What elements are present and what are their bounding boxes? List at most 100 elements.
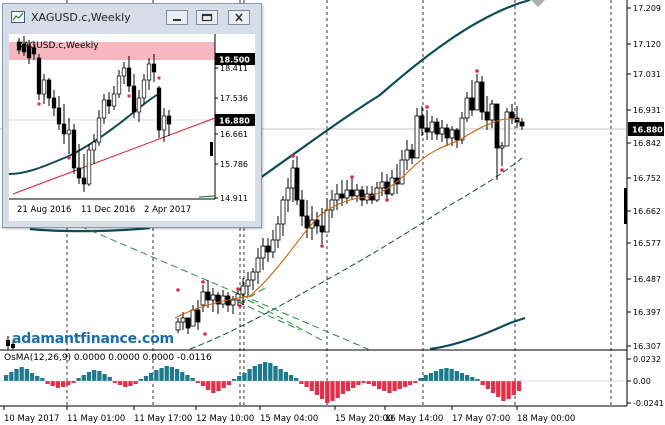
osma-bar <box>325 381 330 403</box>
inset-price-tick-label: 18.411 <box>220 64 248 73</box>
candle-body <box>419 115 425 129</box>
osma-bar <box>169 367 175 381</box>
candle-body <box>404 149 410 161</box>
inset-price-tick-label: 17.536 <box>220 94 248 103</box>
candle-body <box>454 129 460 141</box>
price-tick-label: 17.209 <box>633 4 661 13</box>
osma-bar <box>107 377 112 381</box>
osma-bar <box>180 372 185 381</box>
inset-time-tick-label: 11 Dec 2016 <box>81 205 135 215</box>
osma-bar <box>257 364 263 381</box>
inset-candle-body <box>146 63 152 81</box>
inset-fractal-marker <box>37 102 41 106</box>
osma-bar <box>76 378 81 381</box>
osma-bar <box>102 374 107 381</box>
osma-bar <box>66 381 71 385</box>
osma-bar <box>480 381 485 385</box>
osma-bar <box>449 369 454 381</box>
osma-bar <box>190 378 195 381</box>
chart-shift-marker[interactable] <box>531 0 545 7</box>
inset-candle-body <box>31 47 37 55</box>
inset-candle-body <box>161 115 167 131</box>
minimize-button[interactable] <box>166 10 188 25</box>
osma-bar <box>133 381 138 384</box>
inset-candle-body <box>16 41 22 51</box>
restore-button[interactable] <box>196 10 218 25</box>
osma-bar <box>268 363 273 381</box>
candle-body <box>379 181 385 189</box>
current-price-tag <box>628 122 664 136</box>
candle-body <box>280 199 286 225</box>
osma-bar <box>470 377 475 381</box>
price-tick-label: 17.120 <box>633 40 661 49</box>
osma-bar <box>242 373 247 381</box>
inset-trend-line <box>12 117 216 195</box>
osma-bar <box>19 367 24 381</box>
time-axis-ticks: 10 May 2017 11 May 01:00 11 May 17:00 12 Ma… <box>3 406 575 424</box>
close-icon <box>235 13 243 22</box>
candle-body <box>329 199 335 211</box>
candle-body <box>439 127 445 135</box>
osma-bar <box>490 381 496 393</box>
time-tick-label: 17 May 07:00 <box>452 414 510 424</box>
inset-fractal-marker <box>157 76 161 80</box>
resistance-price-text: 18.500 <box>219 56 250 65</box>
candle-body <box>6 340 10 346</box>
osma-bar <box>439 369 444 381</box>
inset-chart-window[interactable]: XAGUSD.c,Weekly 18.500 <box>2 3 262 228</box>
osma-bar <box>81 375 86 381</box>
inset-chart-label: XAGUSD.c,Weekly <box>17 41 99 51</box>
osma-tick-label: -0.0241 <box>633 399 664 408</box>
candle-body <box>250 271 256 281</box>
osma-bar <box>29 373 35 381</box>
price-tick-label: 16.577 <box>633 239 661 248</box>
candle-body <box>624 188 627 224</box>
candle-body <box>459 117 465 141</box>
candle-body <box>484 111 490 121</box>
osma-bar <box>299 381 304 384</box>
osma-bar <box>195 381 200 383</box>
inset-titlebar[interactable]: XAGUSD.c,Weekly <box>3 4 261 30</box>
candle-body <box>180 317 186 323</box>
osma-bar <box>371 381 377 386</box>
candle-body <box>245 279 251 287</box>
candle-body <box>220 295 226 305</box>
fractal-marker <box>201 280 205 284</box>
inset-candle-body <box>81 177 87 185</box>
inset-price-tick-label: 16.661 <box>220 130 248 139</box>
time-tick-label: 11 May 17:00 <box>134 414 192 424</box>
osma-bar <box>351 381 356 388</box>
candle-body <box>354 189 360 197</box>
fractal-marker <box>320 244 324 248</box>
price-tick-label: 16.842 <box>633 139 661 148</box>
restore-icon <box>201 13 213 22</box>
osma-bar <box>154 370 159 381</box>
fractal-marker <box>500 168 504 172</box>
osma-bar <box>86 372 92 381</box>
osma-bar <box>143 376 149 381</box>
osma-tick-label: 0.00 <box>633 377 651 386</box>
candle-body <box>185 317 191 329</box>
osma-bar <box>200 381 206 386</box>
candle-body <box>479 81 485 113</box>
inset-chart-body[interactable]: 18.500 16.880 18.411 17.536 16.661 15.786 14… <box>8 34 255 221</box>
osma-bar <box>408 381 413 385</box>
candle-body <box>489 103 495 121</box>
candle-body <box>509 111 515 119</box>
fractal-marker <box>475 69 479 73</box>
time-tick-label: 15 May 20:00 <box>335 414 393 424</box>
trend-dashed-lines <box>79 225 371 351</box>
price-tick-label: 16.931 <box>633 106 661 115</box>
osma-bar <box>366 381 371 384</box>
resistance-zone <box>9 42 215 60</box>
osma-bar <box>226 381 232 385</box>
inset-current-price-tag <box>215 114 255 126</box>
close-button[interactable] <box>228 10 250 25</box>
inset-candle-body <box>166 115 172 125</box>
osma-bar <box>14 369 19 381</box>
osma-bar <box>309 381 314 391</box>
osma-bar <box>174 369 180 381</box>
osma-bar <box>211 381 216 393</box>
price-tick-label: 16.662 <box>633 207 661 216</box>
